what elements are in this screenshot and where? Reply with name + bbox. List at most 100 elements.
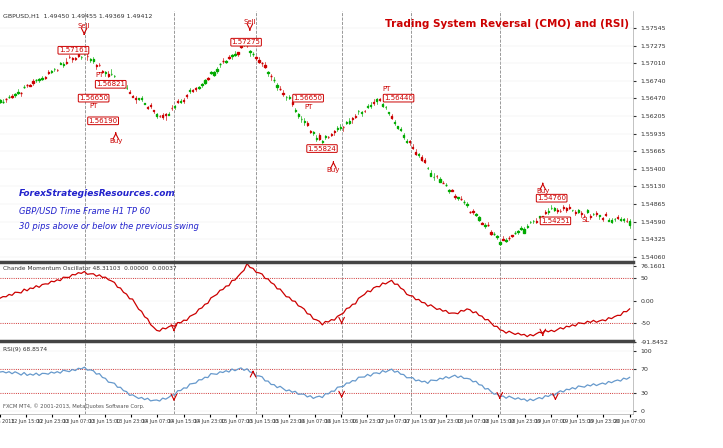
Text: 1.56440: 1.56440 <box>384 95 413 101</box>
Bar <box>150 105 151 106</box>
Bar <box>394 122 395 123</box>
Bar <box>177 101 179 102</box>
Bar <box>544 212 546 213</box>
Bar <box>352 118 353 119</box>
Bar <box>418 154 419 155</box>
Bar <box>258 60 260 62</box>
Bar <box>147 107 148 108</box>
Text: Chande Momentum Oscillator 48.31103  0.00000  0.00037: Chande Momentum Oscillator 48.31103 0.00… <box>3 266 177 271</box>
Text: 1.55824: 1.55824 <box>307 146 336 151</box>
Text: 1.56650: 1.56650 <box>79 95 108 101</box>
Bar <box>316 138 317 139</box>
Text: 1.54251: 1.54251 <box>541 218 570 224</box>
Bar <box>77 54 79 56</box>
Bar <box>617 217 618 218</box>
Bar <box>183 100 184 101</box>
Text: SL: SL <box>581 217 589 224</box>
Bar <box>565 208 567 210</box>
Bar <box>400 129 401 130</box>
Bar <box>255 57 257 58</box>
Bar <box>569 207 570 208</box>
Bar <box>330 134 332 135</box>
Bar <box>247 43 248 45</box>
Bar <box>189 90 190 91</box>
Bar <box>283 93 284 95</box>
Bar <box>430 173 432 176</box>
Bar <box>210 72 212 73</box>
Bar <box>66 62 67 63</box>
Bar <box>312 132 314 134</box>
Bar <box>33 81 34 83</box>
Text: Buy: Buy <box>327 167 340 173</box>
Text: 1.56190: 1.56190 <box>88 118 118 124</box>
Bar <box>294 110 296 111</box>
Bar <box>593 214 594 215</box>
Text: RSI(9) 68.8574: RSI(9) 68.8574 <box>3 347 47 352</box>
Bar <box>391 116 393 118</box>
Bar <box>237 52 239 54</box>
Bar <box>611 220 612 222</box>
Bar <box>424 159 425 162</box>
Bar <box>135 98 136 99</box>
Text: 1.57161: 1.57161 <box>59 47 88 53</box>
Bar <box>240 46 241 47</box>
Bar <box>304 121 305 122</box>
Text: Buy: Buy <box>109 138 122 144</box>
Bar <box>439 179 440 181</box>
Bar <box>578 210 579 212</box>
Bar <box>355 116 356 117</box>
Text: 1.56821: 1.56821 <box>96 81 125 87</box>
Bar <box>406 141 407 142</box>
Bar <box>596 213 597 214</box>
Bar <box>74 58 76 59</box>
Bar <box>602 218 603 219</box>
Bar <box>249 51 251 52</box>
Bar <box>204 80 205 83</box>
Bar <box>590 215 591 217</box>
Bar <box>581 213 582 214</box>
Bar <box>367 106 368 107</box>
Text: GBPUSD,H1  1.49450 1.49455 1.49369 1.49412: GBPUSD,H1 1.49450 1.49455 1.49369 1.4941… <box>3 14 153 19</box>
Bar <box>629 221 630 225</box>
Bar <box>319 135 320 139</box>
Text: Trading System Reversal (CMO) and (RSI): Trading System Reversal (CMO) and (RSI) <box>385 19 630 29</box>
Bar <box>397 126 398 128</box>
Bar <box>562 207 564 208</box>
Bar <box>412 147 414 148</box>
Bar <box>231 55 233 56</box>
Bar <box>608 220 609 221</box>
Bar <box>48 72 49 73</box>
Bar <box>523 229 525 233</box>
Bar <box>475 214 476 215</box>
Text: 1.54760: 1.54760 <box>537 195 566 201</box>
Bar <box>575 211 576 213</box>
Text: PT: PT <box>382 86 390 92</box>
Bar <box>454 196 455 197</box>
Text: PT: PT <box>95 73 104 78</box>
Bar <box>511 235 513 237</box>
Bar <box>502 238 504 240</box>
Bar <box>162 115 163 117</box>
Bar <box>228 57 230 58</box>
Bar <box>484 224 486 227</box>
Text: FXCM MT4, © 2001-2013, MetaQuotes Software Corp.: FXCM MT4, © 2001-2013, MetaQuotes Softwa… <box>3 403 145 409</box>
Bar <box>192 90 194 91</box>
Text: Sell: Sell <box>244 19 256 25</box>
Bar <box>156 114 158 116</box>
Bar <box>451 190 453 191</box>
Bar <box>213 72 215 75</box>
Bar <box>201 84 202 85</box>
Text: GBP/USD Time Frame H1 TP 60: GBP/USD Time Frame H1 TP 60 <box>19 207 150 215</box>
Bar <box>557 210 558 211</box>
Bar <box>108 74 109 76</box>
Text: 1.56650: 1.56650 <box>294 95 322 101</box>
Bar <box>348 121 350 123</box>
Bar <box>370 105 371 106</box>
Bar <box>554 208 555 210</box>
Bar <box>117 82 118 83</box>
Text: PT: PT <box>304 104 312 110</box>
Bar <box>403 135 404 137</box>
Bar <box>337 128 338 129</box>
Bar <box>265 65 266 67</box>
Text: Sell: Sell <box>78 23 90 30</box>
